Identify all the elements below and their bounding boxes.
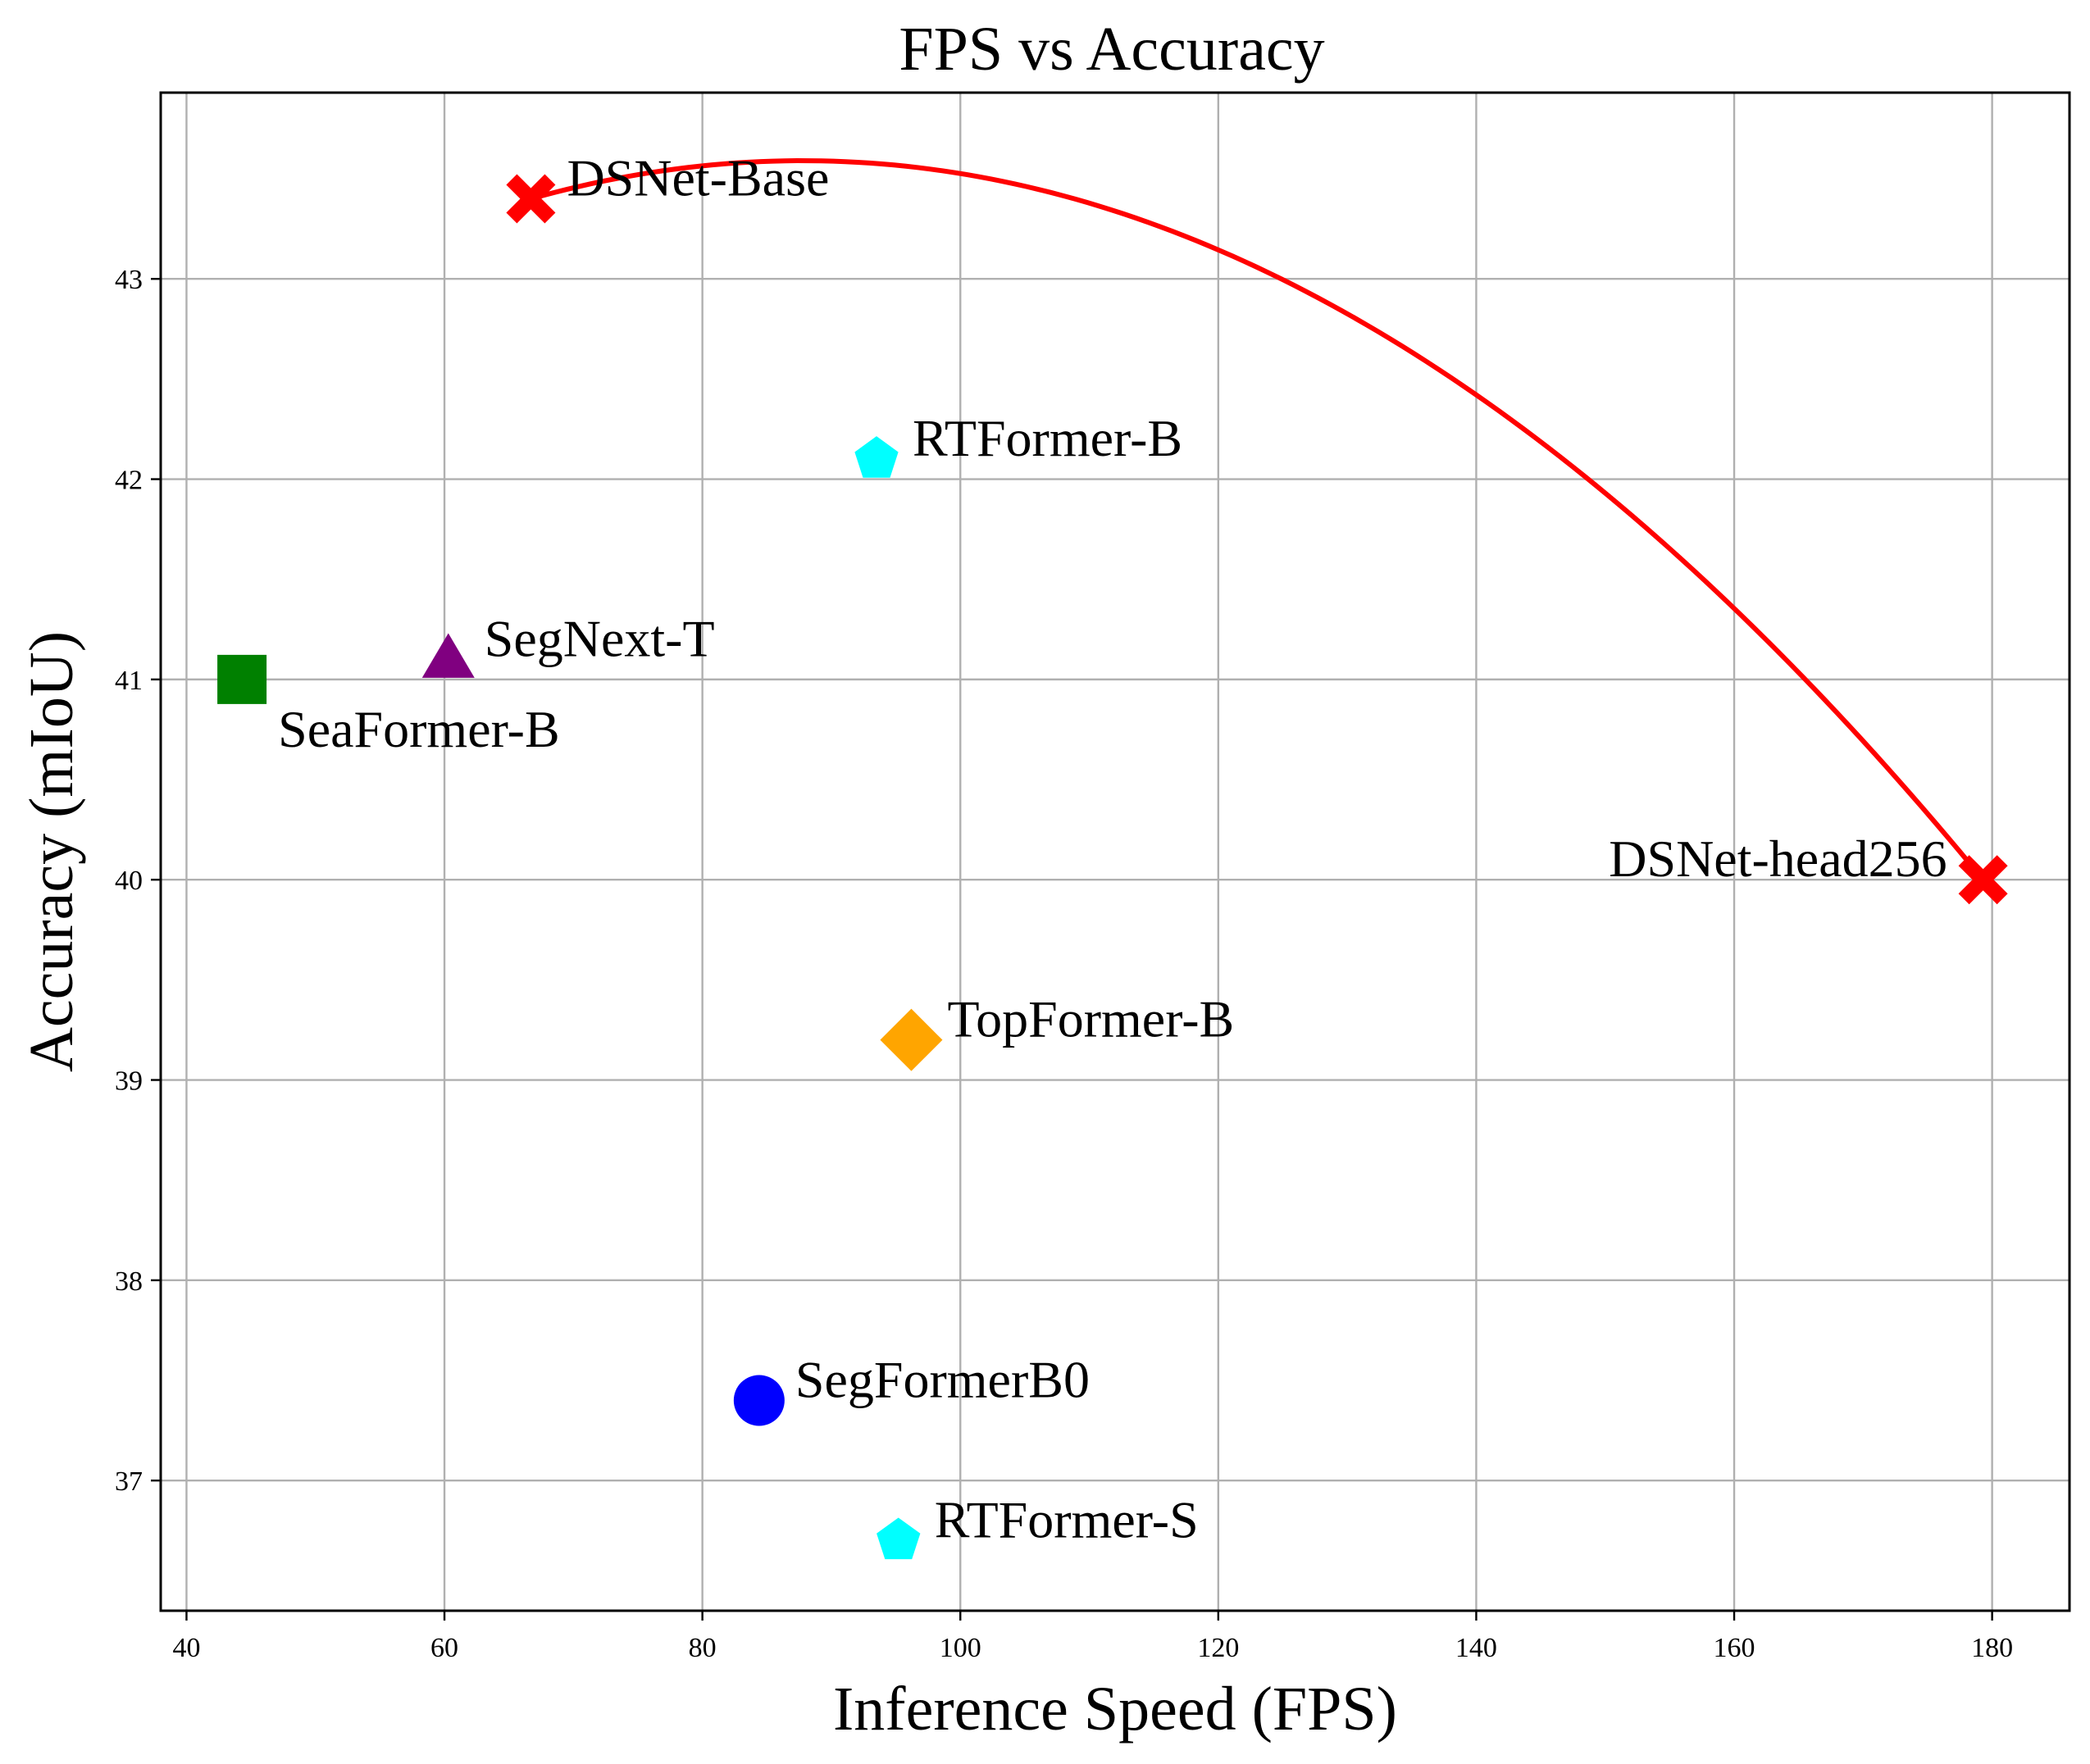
marker-segformerb0 (733, 1375, 785, 1426)
label-dsnet-head256: DSNet-head256 (1609, 830, 1947, 888)
x-tick-label: 80 (689, 1633, 717, 1663)
y-tick-label: 39 (115, 1066, 143, 1097)
label-topformer-b: TopFormer-B (947, 990, 1234, 1048)
y-axis-ticks: 37 38 39 40 41 42 43 (115, 265, 161, 1497)
chart-title: FPS vs Accuracy (899, 15, 1324, 84)
x-tick-label: 180 (1971, 1633, 2013, 1663)
grid-lines (161, 93, 2070, 1611)
x-axis-ticks: 40 60 80 100 120 140 160 180 (172, 1611, 2013, 1663)
x-tick-label: 160 (1714, 1633, 1755, 1663)
x-tick-label: 40 (172, 1633, 200, 1663)
marker-dsnet-base (506, 174, 556, 224)
label-segnext-t: SegNext-T (485, 609, 715, 667)
pareto-curve-layer (530, 158, 1985, 882)
y-tick-label: 42 (115, 466, 143, 496)
label-rtformer-s: RTFormer-S (935, 1490, 1199, 1548)
marker-rtformer-s (877, 1517, 921, 1560)
y-axis-label: Accuracy (mIoU) (17, 631, 86, 1072)
x-tick-label: 140 (1455, 1633, 1497, 1663)
label-dsnet-base: DSNet-Base (567, 148, 829, 207)
pareto-curve (530, 158, 1985, 882)
label-segformerb0: SegFormerB0 (795, 1350, 1090, 1408)
marker-seaformer-b (217, 654, 267, 704)
x-tick-label: 120 (1197, 1633, 1239, 1663)
marker-segnext-t (421, 633, 475, 678)
x-tick-label: 100 (940, 1633, 981, 1663)
x-axis-label: Inference Speed (FPS) (833, 1675, 1397, 1744)
marker-dsnet-head256 (1958, 855, 2008, 905)
plot-frame (159, 91, 2071, 1612)
y-tick-label: 41 (115, 666, 143, 696)
marker-topformer-b (880, 1008, 943, 1071)
x-tick-label: 60 (430, 1633, 458, 1663)
y-tick-label: 43 (115, 265, 143, 295)
y-tick-label: 37 (115, 1466, 143, 1497)
marker-rtformer-b (854, 436, 899, 478)
point-labels: DSNet-Base DSNet-head256 RTFormer-B SegNext… (278, 148, 1947, 1548)
y-tick-label: 40 (115, 866, 143, 896)
y-tick-label: 38 (115, 1266, 143, 1297)
label-rtformer-b: RTFormer-B (913, 409, 1182, 467)
label-seaformer-b: SeaFormer-B (278, 700, 560, 758)
data-points (217, 174, 2008, 1560)
